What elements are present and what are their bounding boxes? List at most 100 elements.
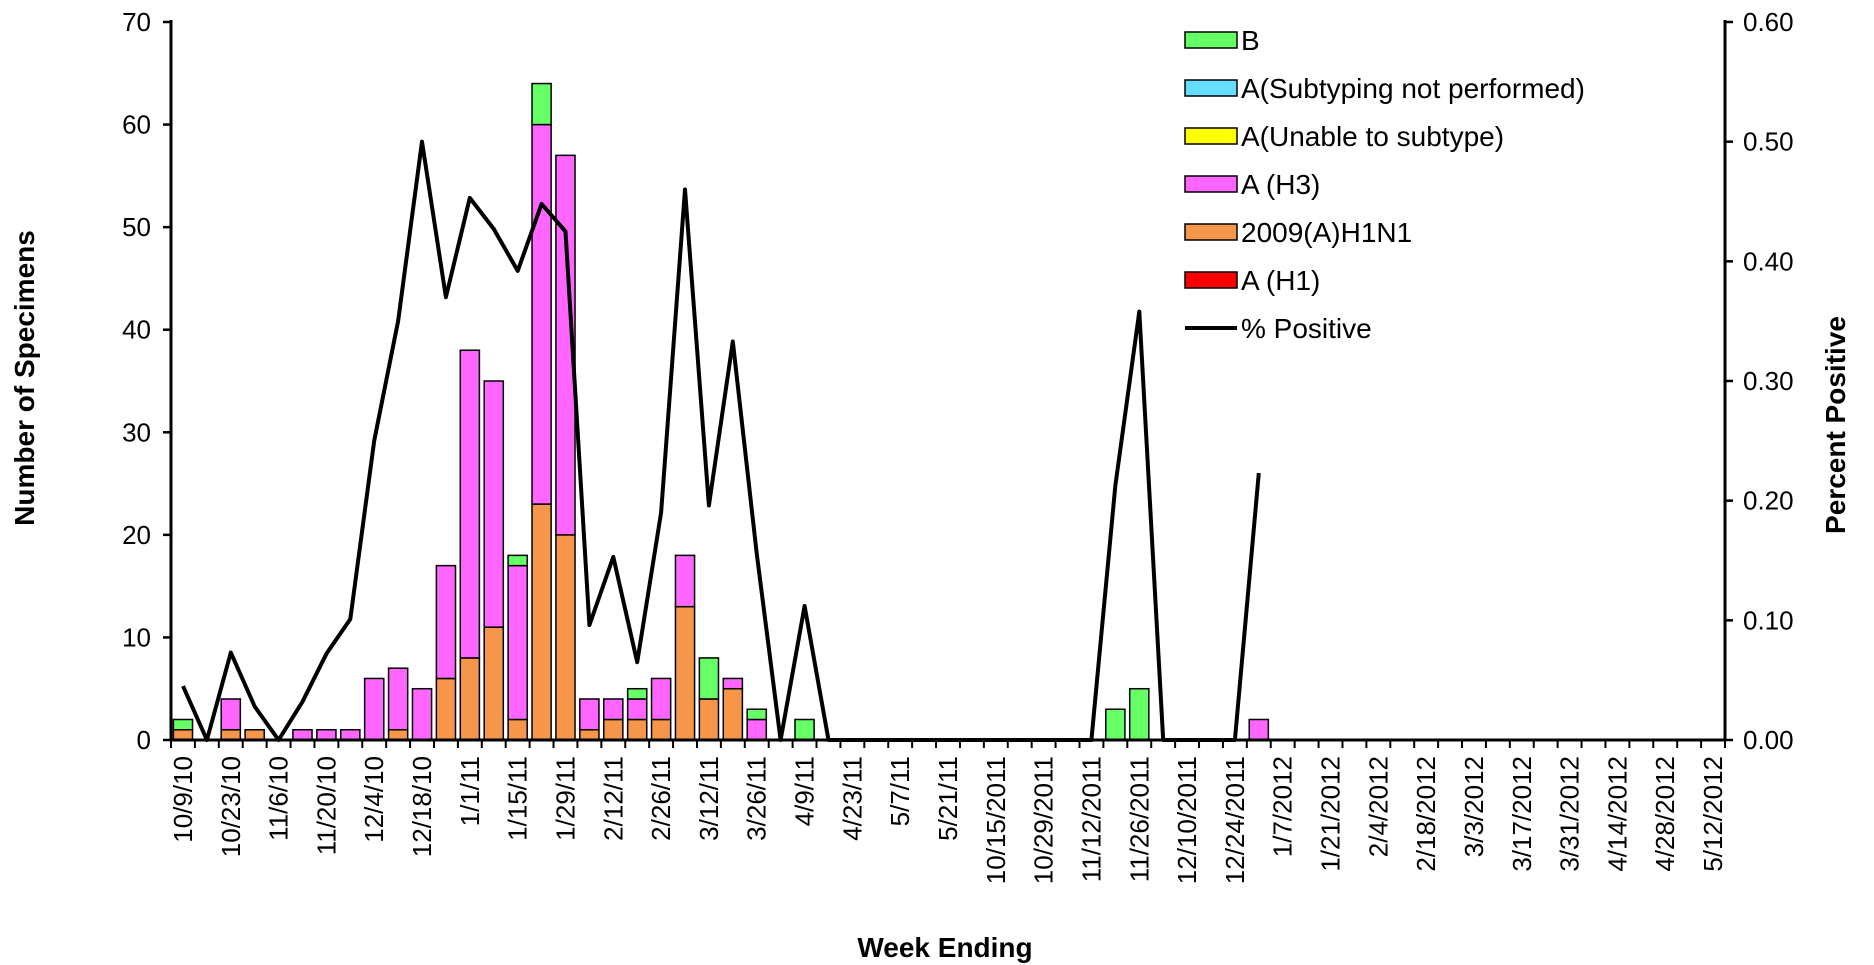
x-tick-label: 5/21/11	[933, 756, 963, 841]
x-tick-label: 11/6/10	[264, 756, 294, 841]
x-tick-label: 10/29/2011	[1029, 756, 1059, 884]
bar-segment	[626, 698, 648, 721]
bar-segment	[435, 677, 457, 741]
bar-segment	[579, 728, 600, 741]
x-tick-label: 12/10/2011	[1172, 756, 1202, 884]
y2-tick-label: 0.40	[1743, 246, 1794, 276]
legend-swatch	[1184, 127, 1238, 145]
x-tick-label: 11/12/2011	[1076, 756, 1106, 882]
x-tick-label: 3/12/11	[694, 756, 724, 841]
bar-segment	[220, 728, 242, 741]
bar-segment	[650, 677, 672, 721]
bar-segment	[722, 677, 744, 690]
legend-label: A(Unable to subtype)	[1241, 121, 1504, 152]
bar-segment	[579, 698, 600, 731]
bar-segment	[1105, 708, 1126, 741]
bars-layer	[172, 82, 1270, 741]
percent-positive-line	[181, 139, 1261, 742]
x-tick-label: 5/12/2012	[1698, 756, 1728, 872]
y2-tick-label: 0.50	[1743, 127, 1794, 157]
y2-tick-label: 0.60	[1743, 7, 1794, 37]
bar-segment	[387, 728, 409, 741]
bar-segment	[507, 564, 528, 721]
legend-label: A(Subtyping not performed)	[1241, 73, 1585, 104]
bar-segment	[459, 657, 481, 741]
x-tick-label: 4/28/2012	[1650, 756, 1680, 872]
bar-segment	[459, 349, 481, 659]
bar-segment	[316, 728, 337, 741]
bar-segment	[507, 554, 528, 567]
y-tick-label: 70	[122, 7, 151, 37]
bar-segment	[387, 667, 409, 731]
bar-segment	[698, 698, 720, 741]
x-tick-label: 2/12/11	[598, 756, 628, 841]
axes-layer: 0 10 20 30 40 50 60 70 0.00 0.10 0.20 0.30 0.40 0.50 0…	[122, 7, 1794, 884]
x-tick-label: 4/9/11	[790, 756, 820, 826]
x-tick-label: 3/26/11	[742, 756, 772, 841]
bar-segment	[172, 718, 194, 731]
y-tick-label: 60	[122, 110, 151, 140]
x-tick-label: 4/14/2012	[1602, 756, 1632, 872]
y-tick-label: 50	[122, 212, 151, 242]
legend: B A(Subtyping not performed) A(Unable to s…	[1184, 25, 1585, 344]
bar-segment	[626, 687, 648, 700]
bar-segment	[435, 564, 457, 680]
y-tick-label: 20	[122, 520, 151, 550]
x-tick-label: 11/20/10	[311, 756, 341, 855]
bar-segment	[698, 657, 720, 700]
bar-segment	[746, 718, 768, 741]
legend-swatch	[1184, 79, 1238, 97]
x-tick-label: 1/15/11	[503, 756, 533, 841]
y-tick-label: 0	[137, 725, 151, 755]
x-tick-label: 1/21/2012	[1316, 756, 1346, 872]
x-tick-label: 12/4/10	[359, 756, 389, 843]
x-tick-label: 11/26/2011	[1124, 756, 1154, 882]
x-tick-label: 12/18/10	[407, 756, 437, 857]
y2-axis-title: Percent Positive	[1820, 316, 1851, 534]
legend-label: 2009(A)H1N1	[1241, 217, 1412, 248]
y-tick-label: 40	[122, 315, 151, 345]
x-tick-label: 1/7/2012	[1268, 756, 1298, 857]
y2-tick-label: 0.10	[1743, 605, 1794, 635]
y2-tick-label: 0.30	[1743, 366, 1794, 396]
y-axis-title: Number of Specimens	[9, 230, 40, 526]
bar-segment	[292, 728, 313, 741]
x-tick-label: 12/24/2011	[1220, 756, 1250, 884]
bar-segment	[626, 718, 648, 741]
bar-segment	[507, 718, 528, 741]
bar-segment	[722, 687, 744, 741]
bar-segment	[483, 626, 505, 741]
x-axis-title: Week Ending	[857, 932, 1032, 963]
x-tick-label: 3/3/2012	[1459, 756, 1489, 857]
y-tick-label: 30	[122, 417, 151, 447]
bar-segment	[555, 154, 576, 536]
bar-segment	[339, 728, 361, 741]
x-tick-label: 10/9/10	[168, 756, 198, 843]
bar-segment	[674, 605, 696, 741]
bar-segment	[674, 554, 696, 608]
x-tick-label: 5/7/11	[885, 756, 915, 826]
bar-segment	[1248, 718, 1270, 741]
x-tick-label: 10/15/2011	[981, 756, 1011, 884]
legend-label: B	[1241, 25, 1260, 56]
y2-tick-label: 0.20	[1743, 486, 1794, 516]
legend-label: A (H3)	[1241, 169, 1320, 200]
x-tick-label: 2/18/2012	[1411, 756, 1441, 872]
legend-swatch	[1184, 223, 1238, 241]
bar-segment	[650, 718, 672, 741]
legend-swatch	[1184, 175, 1238, 193]
x-tick-label: 1/1/11	[455, 756, 485, 826]
x-tick-label: 1/29/11	[550, 756, 580, 841]
x-tick-label: 3/31/2012	[1555, 756, 1585, 872]
x-tick-label: 10/23/10	[216, 756, 246, 857]
bar-segment	[411, 687, 433, 741]
legend-label: A (H1)	[1241, 265, 1320, 296]
x-tick-label: 2/4/2012	[1363, 756, 1393, 857]
x-tick-label: 2/26/11	[646, 756, 676, 841]
bar-segment	[531, 123, 552, 505]
bar-segment	[602, 698, 624, 721]
bar-segment	[555, 534, 576, 741]
legend-label: % Positive	[1241, 313, 1372, 344]
x-tick-label: 3/17/2012	[1507, 756, 1537, 872]
bar-segment	[244, 728, 265, 741]
